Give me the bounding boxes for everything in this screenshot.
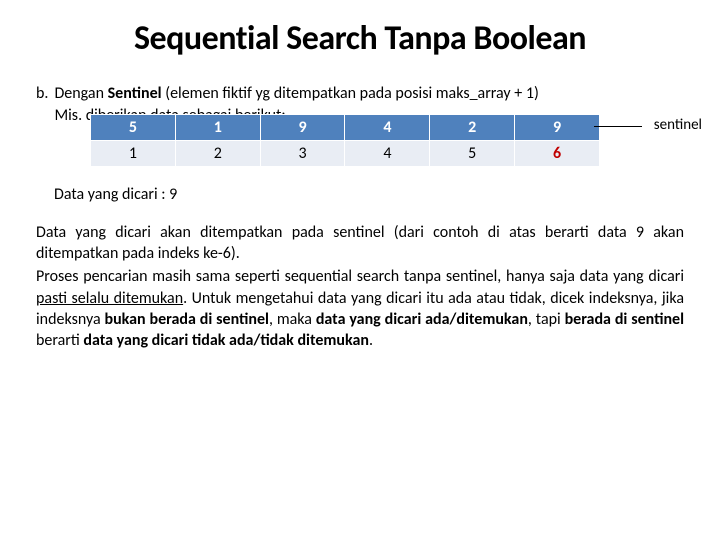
table-row-values: 5 1 9 4 2 9 xyxy=(91,115,600,141)
data-table: 5 1 9 4 2 9 1 2 3 4 5 6 xyxy=(90,114,600,167)
table-row-indices: 1 2 3 4 5 6 xyxy=(91,141,600,167)
value-cell: 2 xyxy=(430,115,515,141)
index-cell: 4 xyxy=(345,141,430,167)
value-cell: 9 xyxy=(260,115,345,141)
index-cell: 2 xyxy=(175,141,260,167)
list-marker: b. xyxy=(36,83,48,126)
value-cell: 1 xyxy=(175,115,260,141)
data-table-wrap: sentinel 5 1 9 4 2 9 1 2 3 4 5 6 xyxy=(90,114,600,167)
paragraph-1: Data yang dicari akan ditempatkan pada s… xyxy=(36,222,684,264)
index-cell: 3 xyxy=(260,141,345,167)
index-cell-sentinel: 6 xyxy=(515,141,600,167)
index-cell: 1 xyxy=(91,141,176,167)
body-paragraphs: Data yang dicari akan ditempatkan pada s… xyxy=(36,222,684,351)
value-cell: 9 xyxy=(515,115,600,141)
intro-line-1: Dengan Sentinel (elemen fiktif yg ditemp… xyxy=(54,83,684,105)
paragraph-2: Proses pencarian masih sama seperti sequ… xyxy=(36,266,684,350)
sentinel-label: sentinel xyxy=(654,116,702,134)
value-cell: 4 xyxy=(345,115,430,141)
sentinel-pointer-line xyxy=(594,126,642,127)
index-cell: 5 xyxy=(430,141,515,167)
page-title: Sequential Search Tanpa Boolean xyxy=(36,18,684,59)
value-cell: 5 xyxy=(91,115,176,141)
search-target: Data yang dicari : 9 xyxy=(54,185,684,204)
